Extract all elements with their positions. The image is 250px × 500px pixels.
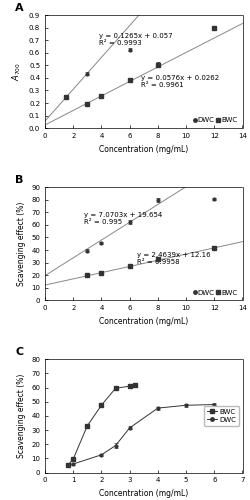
Text: C: C: [16, 347, 24, 357]
Legend: DWC, BWC: DWC, BWC: [190, 114, 240, 126]
Legend: BWC, DWC: BWC, DWC: [204, 406, 239, 425]
Text: y = 2.4639x + 12.16
R² = 0.9958: y = 2.4639x + 12.16 R² = 0.9958: [137, 252, 210, 265]
X-axis label: Concentration (mg/mL): Concentration (mg/mL): [99, 489, 188, 498]
Y-axis label: $\mathit{A}_{700}$: $\mathit{A}_{700}$: [11, 62, 23, 81]
Text: B: B: [16, 175, 24, 185]
Text: y = 7.0703x + 19.654
R² = 0.995: y = 7.0703x + 19.654 R² = 0.995: [84, 212, 163, 225]
Y-axis label: Scavenging effect (%): Scavenging effect (%): [16, 202, 26, 286]
Text: A: A: [16, 2, 24, 12]
Text: y = 0.1265x + 0.057
R² = 0.9993: y = 0.1265x + 0.057 R² = 0.9993: [98, 34, 172, 46]
Legend: DWC, BWC: DWC, BWC: [190, 286, 240, 298]
Y-axis label: Scavenging effect (%): Scavenging effect (%): [16, 374, 26, 458]
X-axis label: Concentration (mg/mL): Concentration (mg/mL): [99, 317, 188, 326]
X-axis label: Concentration (mg/mL): Concentration (mg/mL): [99, 144, 188, 154]
Text: y = 0.0576x + 0.0262
R² = 0.9961: y = 0.0576x + 0.0262 R² = 0.9961: [141, 75, 219, 88]
